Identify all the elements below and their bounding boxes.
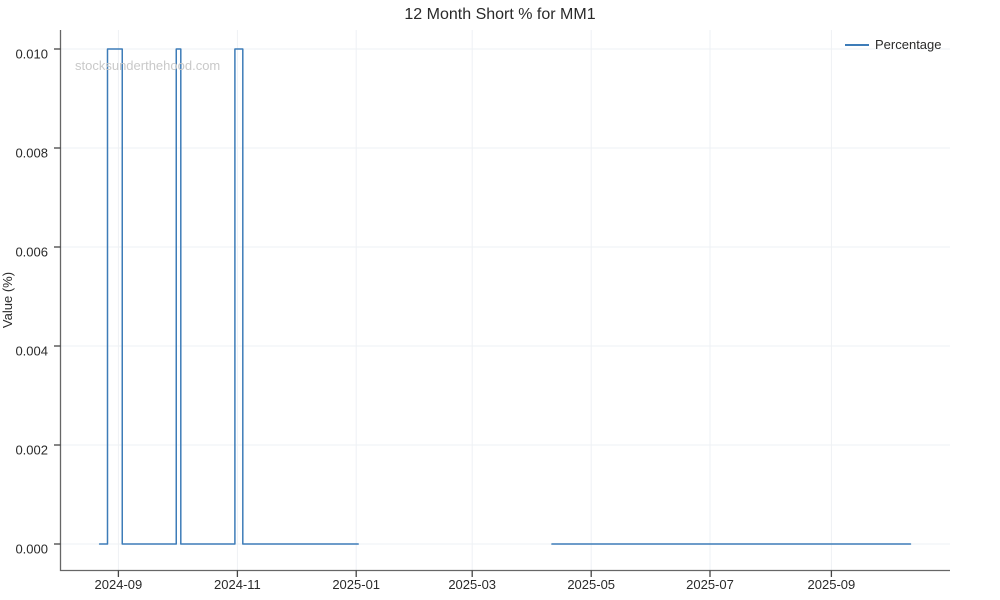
- svg-text:2025-09: 2025-09: [808, 577, 856, 592]
- svg-text:2025-07: 2025-07: [686, 577, 734, 592]
- svg-text:0.002: 0.002: [15, 443, 48, 458]
- svg-text:2024-09: 2024-09: [95, 577, 143, 592]
- svg-text:2025-01: 2025-01: [332, 577, 380, 592]
- svg-text:Value (%): Value (%): [0, 272, 15, 328]
- svg-text:0.006: 0.006: [15, 245, 48, 260]
- svg-text:2025-03: 2025-03: [448, 577, 496, 592]
- svg-text:2025-05: 2025-05: [567, 577, 615, 592]
- svg-text:2024-11: 2024-11: [214, 577, 261, 592]
- svg-text:0.004: 0.004: [15, 344, 48, 359]
- svg-text:0.000: 0.000: [15, 542, 48, 557]
- svg-text:0.010: 0.010: [15, 47, 48, 62]
- svg-text:0.008: 0.008: [15, 146, 48, 161]
